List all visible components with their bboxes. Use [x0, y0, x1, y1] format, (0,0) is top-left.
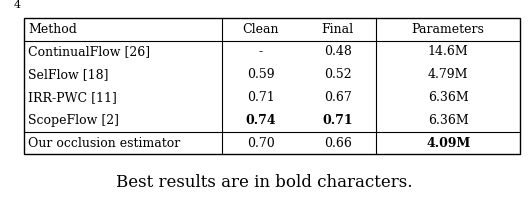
Text: -: - [259, 46, 263, 58]
Text: 0.48: 0.48 [324, 46, 352, 58]
Text: 0.59: 0.59 [247, 68, 275, 81]
Text: 0.71: 0.71 [323, 114, 353, 127]
Text: Our occlusion estimator: Our occlusion estimator [28, 137, 180, 149]
Text: 6.36M: 6.36M [428, 114, 468, 127]
Text: Final: Final [322, 23, 354, 36]
Text: 0.66: 0.66 [324, 137, 352, 149]
Text: SelFlow [18]: SelFlow [18] [28, 68, 108, 81]
Text: 4: 4 [13, 0, 20, 10]
Text: 0.67: 0.67 [324, 91, 352, 104]
Text: Parameters: Parameters [412, 23, 485, 36]
Text: IRR-PWC [11]: IRR-PWC [11] [28, 91, 117, 104]
Text: Clean: Clean [242, 23, 279, 36]
Text: 4.79M: 4.79M [428, 68, 468, 81]
Text: 14.6M: 14.6M [428, 46, 468, 58]
Text: ScopeFlow [2]: ScopeFlow [2] [28, 114, 119, 127]
Text: 0.74: 0.74 [246, 114, 276, 127]
Text: Method: Method [28, 23, 77, 36]
Text: Best results are in bold characters.: Best results are in bold characters. [116, 174, 412, 191]
Text: 0.52: 0.52 [324, 68, 352, 81]
Text: 4.09M: 4.09M [426, 137, 470, 149]
Text: 0.70: 0.70 [247, 137, 275, 149]
Text: 6.36M: 6.36M [428, 91, 468, 104]
Bar [24, 18, 520, 154]
Text: 0.71: 0.71 [247, 91, 275, 104]
Text: ContinualFlow [26]: ContinualFlow [26] [28, 46, 150, 58]
